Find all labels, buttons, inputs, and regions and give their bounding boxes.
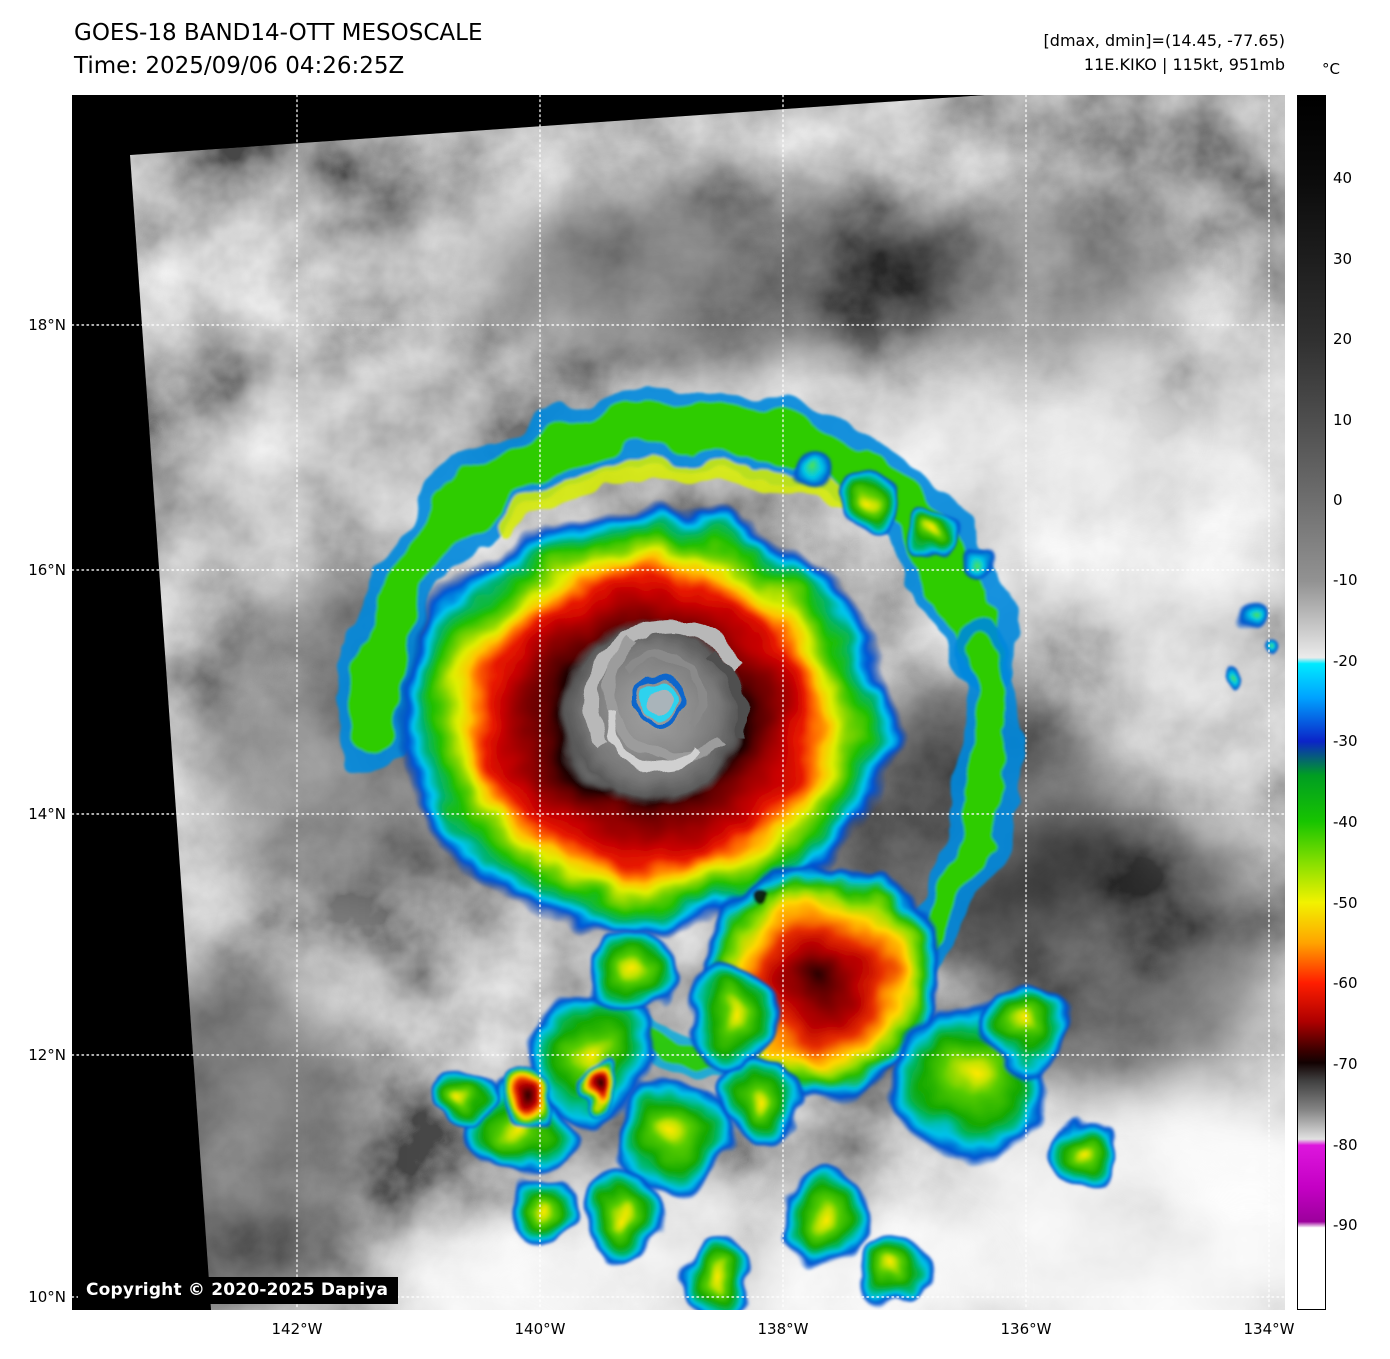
lon-label-140w: 140°W <box>514 1320 566 1338</box>
timestamp-label: Time: 2025/09/06 04:26:25Z <box>74 53 405 79</box>
colorbar-unit-label: °C <box>1322 60 1340 78</box>
lon-label-142w: 142°W <box>271 1320 323 1338</box>
temperature-colorbar <box>1297 95 1326 1310</box>
dmax-dmin-label: [dmax, dmin]=(14.45, -77.65) <box>1043 31 1285 50</box>
convection-cells <box>434 450 1285 1310</box>
colorbar-tick: -10 <box>1333 571 1358 589</box>
satellite-image <box>72 95 1285 1310</box>
colorbar-tick: -50 <box>1333 894 1358 912</box>
colorbar-tick: -20 <box>1333 652 1358 670</box>
colorbar-tick: -30 <box>1333 732 1358 750</box>
lon-label-138w: 138°W <box>757 1320 809 1338</box>
colorbar-tick: 10 <box>1333 411 1353 429</box>
colorbar-tick: -70 <box>1333 1055 1358 1073</box>
colorbar-tick: -80 <box>1333 1136 1358 1154</box>
satellite-map: Copyright © 2020-2025 Dapiya <box>72 95 1285 1310</box>
lat-label-18n: 18°N <box>28 316 66 334</box>
hurricane-eye <box>633 673 687 727</box>
storm-info-label: 11E.KIKO | 115kt, 951mb <box>1083 55 1285 74</box>
colorbar-tick: 30 <box>1333 250 1353 268</box>
lat-label-12n: 12°N <box>28 1046 66 1064</box>
hurricane-eye-region <box>557 618 747 808</box>
lon-label-134w: 134°W <box>1243 1320 1295 1338</box>
lat-label-10n: 10°N <box>28 1288 66 1306</box>
copyright-badge: Copyright © 2020-2025 Dapiya <box>78 1277 399 1304</box>
lon-label-136w: 136°W <box>1000 1320 1052 1338</box>
colorbar-tick: -40 <box>1333 813 1358 831</box>
colorbar-tick: -60 <box>1333 974 1358 992</box>
lat-label-16n: 16°N <box>28 561 66 579</box>
page-title: GOES-18 BAND14-OTT MESOSCALE <box>74 20 483 46</box>
graticule-gridlines <box>72 95 1285 1310</box>
lat-label-14n: 14°N <box>28 805 66 823</box>
colorbar-tick: 40 <box>1333 169 1353 187</box>
colorbar-tick: 20 <box>1333 330 1353 348</box>
colorbar-tick: 0 <box>1333 491 1343 509</box>
colorbar-tick: -90 <box>1333 1216 1358 1234</box>
